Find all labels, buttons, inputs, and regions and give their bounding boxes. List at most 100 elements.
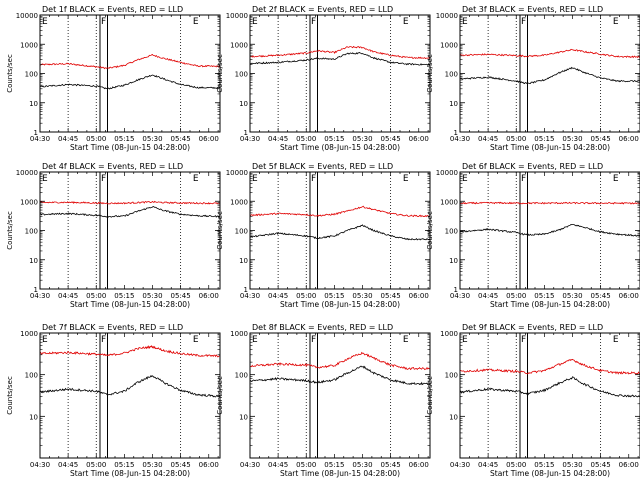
x-tick-label: 05:45 [381, 292, 401, 300]
x-axis-label: Start Time (08-Jun-15 04:28:00) [70, 469, 190, 478]
marker-e: E [613, 335, 619, 345]
marker-e: E [193, 17, 199, 27]
marker-e: E [462, 17, 468, 27]
x-tick-label: 05:45 [381, 135, 401, 143]
y-tick-label: 10 [449, 100, 458, 108]
x-tick-label: 05:30 [562, 135, 582, 143]
x-tick-label: 05:00 [296, 292, 316, 300]
x-axis-label: Start Time (08-Jun-15 04:28:00) [280, 143, 400, 152]
series-events [459, 66, 640, 85]
y-axis-label: Counts/sec [426, 211, 434, 250]
series-events [39, 374, 221, 398]
x-tick-label: 05:45 [171, 292, 191, 300]
y-axis-label: Counts/sec [6, 211, 14, 250]
subplot-8: Det 8f BLACK = Events, RED = LLD E F E 10 100… [216, 323, 431, 478]
y-tick-label: 100 [235, 71, 248, 79]
subplot-title: Det 1f BLACK = Events, RED = LLD [42, 5, 183, 14]
x-tick-label: 05:15 [534, 461, 554, 469]
series-lld [249, 205, 431, 218]
marker-f: F [521, 17, 526, 27]
subplot-1: Det 1f BLACK = Events, RED = LLD E F E 1 10 10… [6, 5, 221, 152]
x-tick-label: 05:00 [86, 461, 106, 469]
subplot-3: Det 3f BLACK = Events, RED = LLD E F E 1 10 10… [426, 5, 640, 152]
y-axis-label: Counts/sec [216, 376, 224, 415]
series-events [39, 206, 221, 218]
x-tick-label: 04:30 [30, 135, 50, 143]
y-tick-label: 10 [449, 413, 458, 421]
x-tick-label: 04:45 [58, 292, 78, 300]
subplot-5: Det 5f BLACK = Events, RED = LLD E F E 1 10 10… [216, 162, 431, 309]
marker-e: E [193, 335, 199, 345]
x-tick-label: 04:45 [268, 135, 288, 143]
y-tick-label: 1 [454, 129, 458, 137]
subplot-2: Det 2f BLACK = Events, RED = LLD E F E 1 10 10… [216, 5, 431, 152]
x-tick-label: 05:30 [562, 461, 582, 469]
marker-e: E [462, 335, 468, 345]
marker-e: E [462, 174, 468, 184]
y-tick-label: 100 [235, 372, 248, 380]
y-tick-label: 1000 [230, 198, 248, 206]
x-axis-label: Start Time (08-Jun-15 04:28:00) [490, 143, 610, 152]
subplot-7: Det 7f BLACK = Events, RED = LLD E F E 10 100… [6, 323, 221, 478]
y-tick-label: 1 [454, 286, 458, 294]
x-tick-label: 05:45 [591, 461, 611, 469]
x-tick-label: 05:30 [142, 461, 162, 469]
y-tick-label: 10 [239, 413, 248, 421]
series-lld [249, 45, 431, 60]
y-tick-label: 100 [25, 228, 38, 236]
x-tick-label: 04:45 [478, 292, 498, 300]
y-axis-label: Counts/sec [216, 211, 224, 250]
x-axis-label: Start Time (08-Jun-15 04:28:00) [70, 300, 190, 309]
series-events [40, 74, 220, 90]
y-tick-label: 10 [449, 257, 458, 265]
subplot-title: Det 6f BLACK = Events, RED = LLD [462, 162, 603, 171]
marker-e: E [193, 174, 199, 184]
plot-frame [249, 332, 431, 459]
subplot-title: Det 7f BLACK = Events, RED = LLD [42, 323, 183, 332]
x-tick-label: 04:45 [58, 461, 78, 469]
y-tick-label: 1000 [20, 198, 38, 206]
x-tick-label: 04:30 [240, 292, 260, 300]
x-tick-label: 06:00 [199, 135, 219, 143]
series-lld [39, 54, 221, 70]
x-tick-label: 05:00 [86, 135, 106, 143]
x-tick-label: 04:30 [450, 135, 470, 143]
y-axis-label: Counts/sec [6, 376, 14, 415]
y-tick-label: 1 [34, 129, 38, 137]
plot-frame [39, 14, 221, 133]
y-tick-label: 100 [25, 71, 38, 79]
x-tick-label: 04:30 [30, 292, 50, 300]
marker-f: F [311, 335, 316, 345]
marker-e: E [42, 174, 48, 184]
x-tick-label: 04:45 [478, 135, 498, 143]
x-tick-label: 04:45 [268, 461, 288, 469]
x-tick-label: 05:15 [324, 461, 344, 469]
x-tick-label: 05:45 [171, 135, 191, 143]
subplot-9: Det 9f BLACK = Events, RED = LLD E F E 10 100… [426, 323, 640, 478]
marker-e: E [42, 17, 48, 27]
x-tick-label: 06:00 [409, 135, 429, 143]
series-lld [39, 345, 220, 358]
x-tick-label: 06:00 [619, 292, 639, 300]
y-tick-label: 10 [239, 100, 248, 108]
x-tick-label: 04:45 [478, 461, 498, 469]
marker-f: F [101, 174, 106, 184]
y-tick-label: 100 [25, 372, 38, 380]
plot-frame [249, 171, 431, 290]
series-lld [459, 48, 640, 59]
x-tick-label: 05:00 [86, 292, 106, 300]
x-tick-label: 05:45 [171, 461, 191, 469]
y-tick-label: 1 [244, 286, 248, 294]
marker-e: E [403, 335, 409, 345]
x-tick-label: 04:45 [58, 135, 78, 143]
x-tick-label: 05:15 [324, 292, 344, 300]
plot-frame [39, 332, 221, 459]
y-axis-label: Counts/sec [216, 54, 224, 93]
x-tick-label: 05:15 [534, 292, 554, 300]
y-tick-label: 10 [239, 257, 248, 265]
x-tick-label: 05:15 [534, 135, 554, 143]
x-tick-label: 04:30 [240, 135, 260, 143]
x-tick-label: 05:45 [591, 135, 611, 143]
x-tick-label: 05:45 [381, 461, 401, 469]
